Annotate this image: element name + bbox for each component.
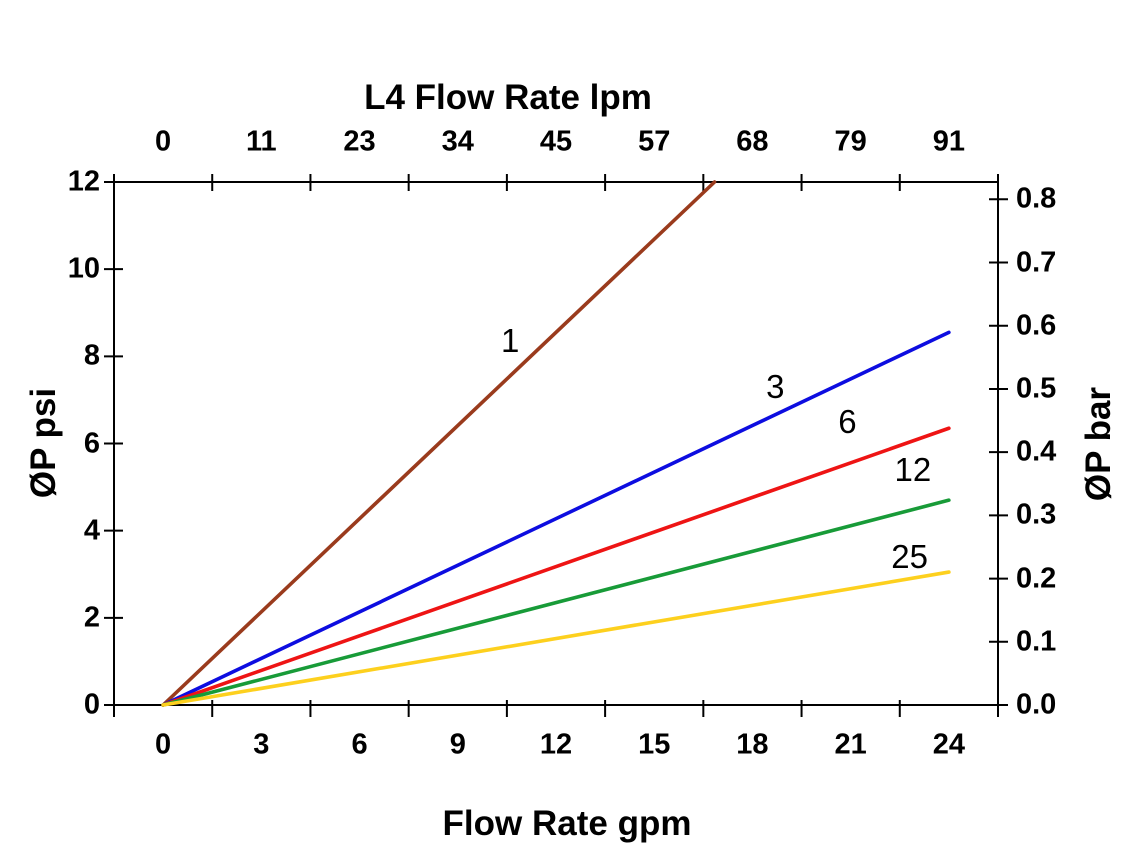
series-label-1: 1 bbox=[500, 322, 520, 360]
top-tick-label: 57 bbox=[638, 125, 671, 158]
right-tick-label: 0.0 bbox=[1016, 688, 1057, 721]
right-tick-label: 0.4 bbox=[1016, 435, 1057, 468]
series-label-12: 12 bbox=[894, 450, 932, 488]
right-tick-label: 0.6 bbox=[1016, 309, 1057, 342]
bottom-tick-label: 15 bbox=[638, 728, 671, 761]
left-tick-label: 8 bbox=[83, 339, 100, 372]
top-tick-label: 68 bbox=[736, 125, 769, 158]
right-tick-label: 0.3 bbox=[1016, 498, 1057, 531]
left-tick-label: 12 bbox=[67, 165, 100, 198]
bottom-tick-label: 21 bbox=[834, 728, 867, 761]
bottom-tick-label: 18 bbox=[736, 728, 769, 761]
series-line-6 bbox=[161, 426, 951, 707]
left-axis-title: ØP psi bbox=[24, 387, 63, 499]
series-line-1 bbox=[161, 180, 717, 707]
right-tick-label: 0.8 bbox=[1016, 182, 1057, 215]
bottom-tick-label: 24 bbox=[932, 728, 966, 761]
bottom-tick-label: 9 bbox=[449, 728, 466, 761]
right-tick-label: 0.5 bbox=[1016, 372, 1057, 405]
top-tick-label: 45 bbox=[539, 125, 573, 158]
bottom-tick-label: 12 bbox=[539, 728, 573, 761]
bottom-tick-label: 0 bbox=[155, 728, 172, 761]
series-label-25: 25 bbox=[891, 537, 928, 575]
right-axis-title: ØP bar bbox=[1079, 386, 1118, 502]
top-axis-title: L4 Flow Rate lpm bbox=[364, 78, 652, 117]
right-tick-label: 0.7 bbox=[1016, 246, 1057, 278]
left-tick-label: 0 bbox=[83, 688, 100, 721]
right-tick-label: 0.2 bbox=[1016, 562, 1057, 595]
left-tick-label: 6 bbox=[83, 427, 100, 459]
top-tick-label: 23 bbox=[343, 125, 376, 158]
left-tick-label: 2 bbox=[83, 601, 100, 634]
series-line-12 bbox=[161, 498, 951, 707]
bottom-axis-title: Flow Rate gpm bbox=[442, 804, 692, 843]
top-tick-label: 79 bbox=[834, 125, 867, 158]
right-tick-label: 0.1 bbox=[1016, 625, 1057, 658]
bottom-tick-label: 3 bbox=[253, 728, 270, 761]
series-line-3 bbox=[161, 330, 951, 707]
left-tick-label: 4 bbox=[83, 514, 100, 547]
left-tick-label: 10 bbox=[67, 252, 100, 285]
series-label-3: 3 bbox=[766, 367, 785, 405]
series-label-6: 6 bbox=[838, 402, 857, 440]
bottom-tick-label: 6 bbox=[351, 728, 368, 761]
top-tick-label: 91 bbox=[932, 125, 966, 158]
top-tick-label: 34 bbox=[441, 125, 474, 158]
top-tick-label: 0 bbox=[155, 125, 172, 158]
series-line-25 bbox=[161, 570, 951, 707]
top-tick-label: 11 bbox=[245, 125, 277, 158]
